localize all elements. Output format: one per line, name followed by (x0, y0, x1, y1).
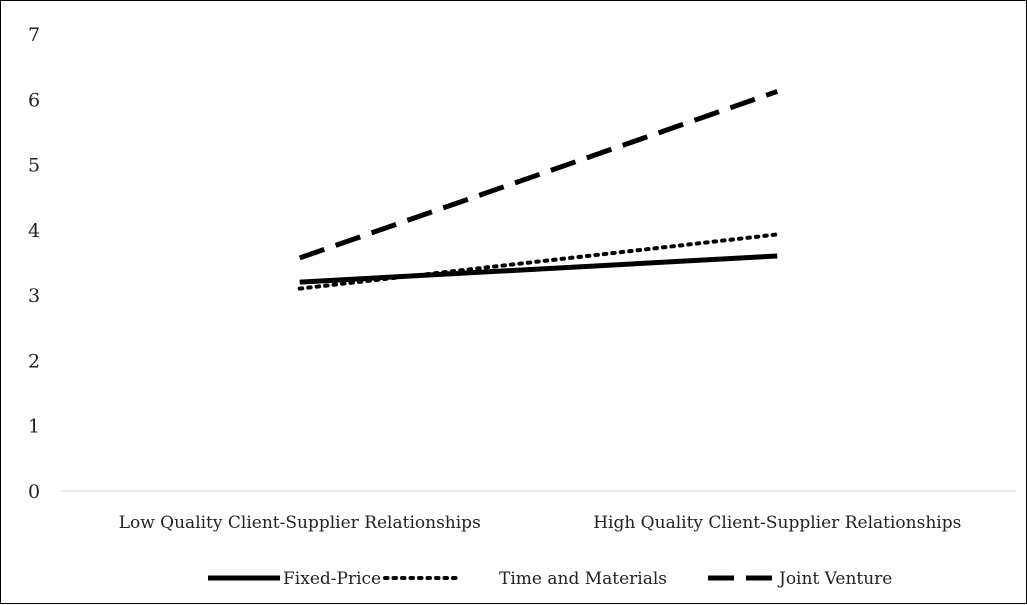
series-line-time-and-materials (297, 232, 780, 291)
y-tick-label: 4 (28, 220, 40, 242)
series-lines (297, 89, 780, 291)
legend-label: Fixed-Price (283, 569, 381, 589)
x-axis-categories: Low Quality Client-Supplier Relationship… (119, 513, 962, 533)
y-axis-ticks: 0 1 2 3 4 5 6 7 (28, 24, 40, 503)
legend-label: Time and Materials (499, 569, 667, 589)
legend: Fixed-Price Time and Materials Joint Ventu… (208, 569, 892, 589)
y-tick-label: 2 (28, 350, 40, 372)
y-tick-label: 7 (28, 24, 40, 46)
x-category-label: Low Quality Client-Supplier Relationship… (119, 513, 481, 533)
x-category-label: High Quality Client-Supplier Relationshi… (593, 513, 961, 533)
y-tick-label: 3 (28, 285, 40, 307)
series-line-joint-venture (298, 89, 779, 261)
y-tick-label: 1 (28, 416, 40, 438)
y-tick-label: 0 (28, 481, 40, 503)
y-tick-label: 6 (28, 89, 40, 111)
series-line-fixed-price (299, 253, 778, 285)
legend-label: Joint Venture (777, 569, 892, 589)
y-tick-label: 5 (28, 155, 40, 177)
